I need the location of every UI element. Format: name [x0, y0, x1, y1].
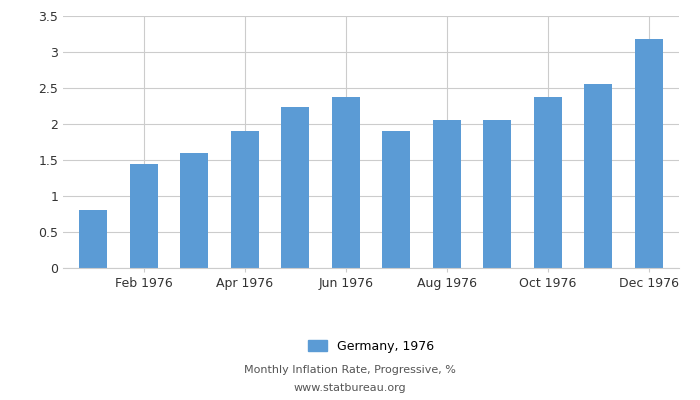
- Bar: [130, 164, 158, 268]
- Bar: [433, 120, 461, 268]
- Bar: [635, 39, 663, 268]
- Legend: Germany, 1976: Germany, 1976: [303, 334, 439, 358]
- Bar: [483, 120, 511, 268]
- Bar: [584, 84, 612, 268]
- Bar: [332, 97, 360, 268]
- Text: Monthly Inflation Rate, Progressive, %: Monthly Inflation Rate, Progressive, %: [244, 365, 456, 375]
- Bar: [534, 97, 561, 268]
- Text: www.statbureau.org: www.statbureau.org: [294, 383, 406, 393]
- Bar: [79, 210, 107, 268]
- Bar: [231, 131, 259, 268]
- Bar: [382, 131, 410, 268]
- Bar: [281, 108, 309, 268]
- Bar: [181, 153, 208, 268]
